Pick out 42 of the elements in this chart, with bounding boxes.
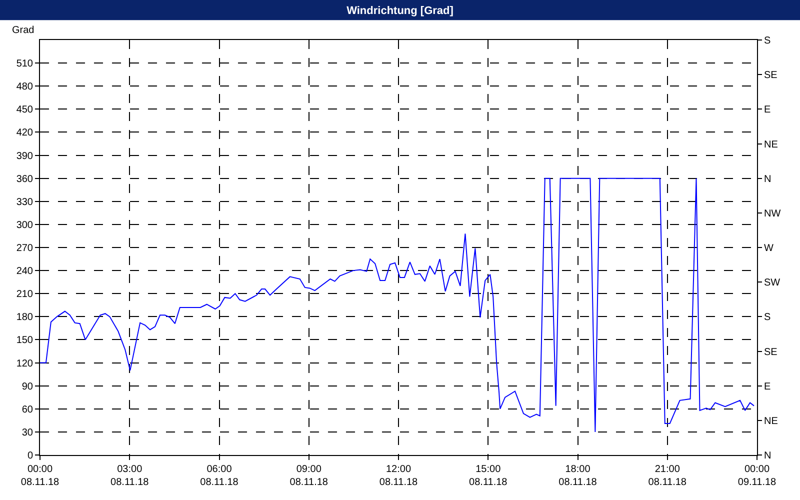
category-label: SE bbox=[764, 346, 778, 358]
category-label: SW bbox=[764, 278, 780, 289]
chart-title: Windrichtung [Grad] bbox=[346, 4, 454, 17]
y-tick-label: 480 bbox=[16, 82, 34, 93]
x-tick-label: 15:00 08.11.18 bbox=[469, 464, 508, 488]
category-label: W bbox=[764, 243, 774, 254]
category-label: E bbox=[764, 104, 771, 116]
y-tick-label: 0 bbox=[27, 450, 34, 462]
y-tick-label: 330 bbox=[16, 196, 34, 208]
x-tick-label: 21:00 08.11.18 bbox=[648, 464, 687, 488]
category-label: NW bbox=[764, 208, 781, 220]
x-tick-label: 06:00 08.11.18 bbox=[200, 464, 239, 488]
category-label: N bbox=[764, 174, 772, 185]
y-tick-label: 270 bbox=[16, 243, 34, 254]
y-tick-label: 300 bbox=[16, 220, 34, 231]
x-tick-label: 00:00 08.11.18 bbox=[20, 464, 60, 488]
y-tick-label: 180 bbox=[16, 312, 34, 324]
x-tick-label: 18:00 08.11.18 bbox=[558, 464, 598, 488]
x-tick-label: 00:00 09.11.18 bbox=[738, 464, 777, 488]
category-label: SE bbox=[764, 70, 778, 82]
category-label: NE bbox=[764, 139, 778, 150]
x-tick-label: 09:00 08.11.18 bbox=[290, 464, 328, 488]
y-tick-label: 60 bbox=[22, 404, 34, 416]
x-tick-label: 12:00 08.11.18 bbox=[379, 464, 418, 488]
y-tick-label: 240 bbox=[16, 266, 34, 278]
y-tick-label: 360 bbox=[16, 174, 34, 185]
x-tick-label: 03:00 08.11.18 bbox=[110, 464, 150, 488]
y-tick-label: 210 bbox=[16, 289, 34, 300]
y-tick-label: 450 bbox=[16, 104, 34, 116]
y-tick-label: 510 bbox=[16, 58, 34, 70]
y-tick-label: 90 bbox=[22, 381, 34, 392]
category-label: S bbox=[764, 36, 771, 46]
y-tick-label: 390 bbox=[16, 150, 34, 162]
category-label: S bbox=[764, 312, 771, 324]
category-label: E bbox=[764, 381, 771, 392]
y-tick-label: 120 bbox=[16, 358, 34, 370]
y-axis-title: Grad bbox=[12, 25, 34, 36]
category-label: N bbox=[764, 450, 772, 462]
y-tick-label: 30 bbox=[22, 427, 34, 438]
y-tick-label: 150 bbox=[16, 335, 34, 346]
y-tick-label: 420 bbox=[16, 128, 34, 139]
category-label: NE bbox=[764, 416, 778, 427]
